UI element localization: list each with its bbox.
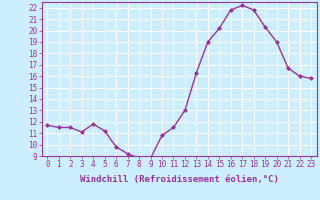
X-axis label: Windchill (Refroidissement éolien,°C): Windchill (Refroidissement éolien,°C) — [80, 175, 279, 184]
